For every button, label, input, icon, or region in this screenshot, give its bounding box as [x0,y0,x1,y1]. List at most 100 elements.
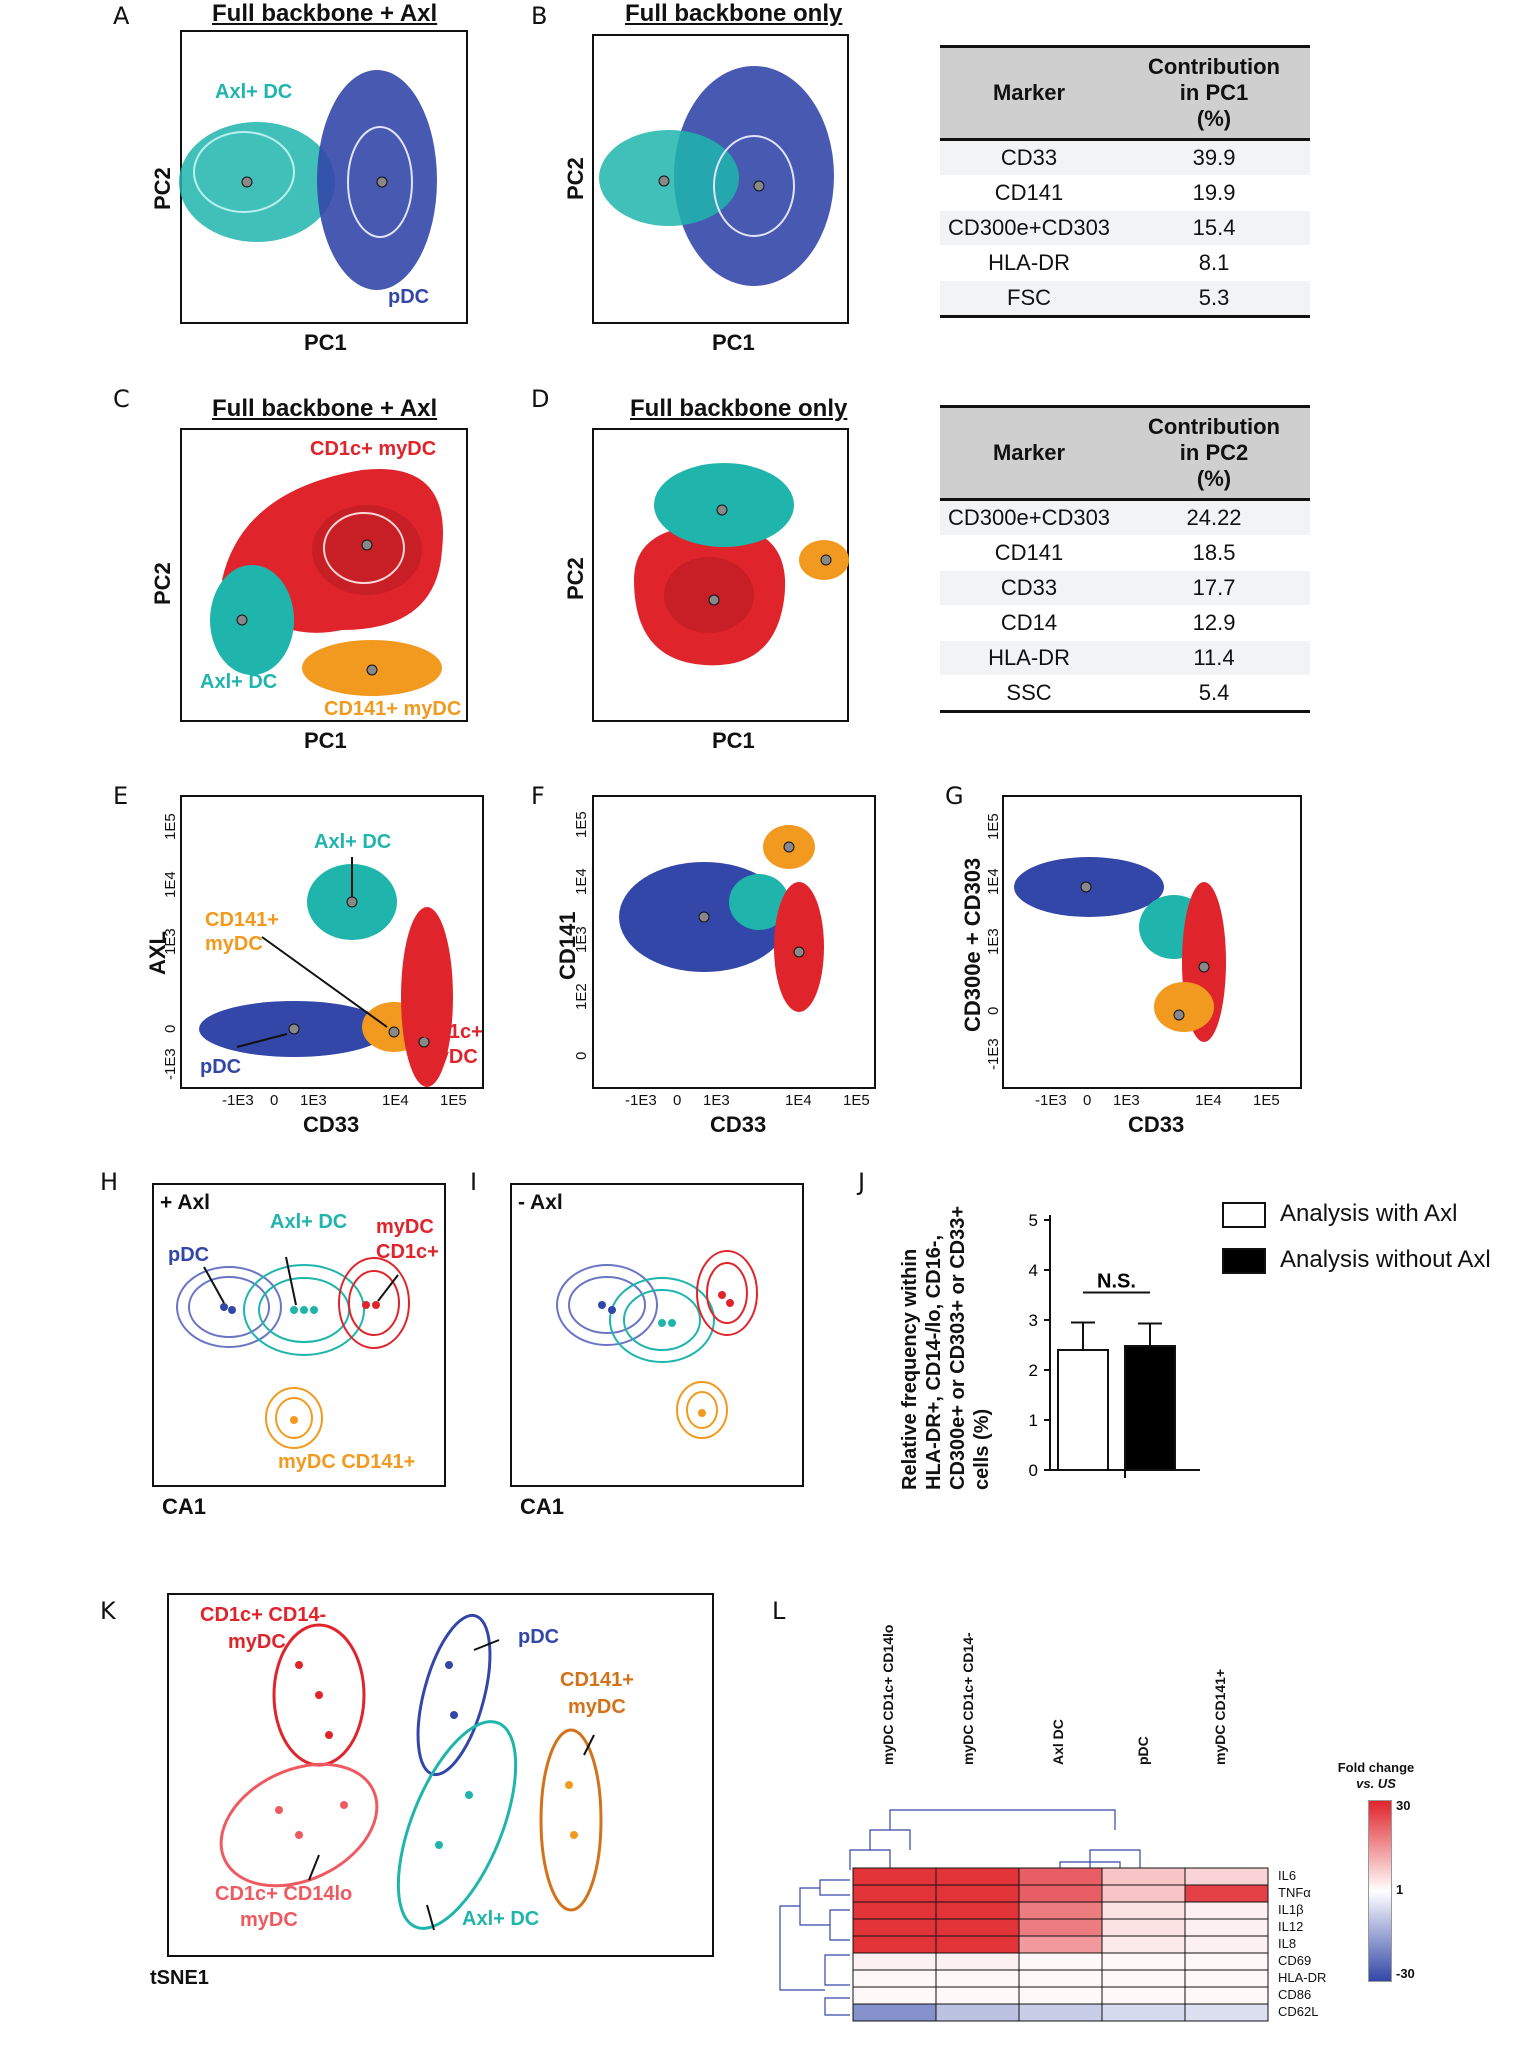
heatmap-cell [1101,2003,1186,2022]
heatmap-row-label: CD86 [1278,1987,1312,2002]
panel-c-xlabel: PC1 [304,728,347,753]
table-pc1: Marker Contribution in PC1 (%) CD33 39.9 CD1… [940,45,1310,318]
panel-i-plot [510,1183,804,1487]
table-pc1-row: CD141 19.9 [940,175,1310,211]
label-pdc: pDC [518,1626,560,1648]
legend-with-axl: Analysis with Axl [1222,1200,1457,1228]
panel-k-xlabel: tSNE1 [150,1967,209,1989]
panel-g-scatter [1014,857,1226,1042]
tick-y: -1E3 [162,1048,179,1080]
legend-swatch-black [1222,1247,1266,1274]
tick-x: -1E3 [222,1092,254,1109]
panel-f-scatter [619,825,824,1012]
heatmap-cell [935,1986,1020,2005]
panel-e-plot [180,795,484,1089]
ns-annotation: N.S. [1097,1271,1136,1293]
heatmap-cell [852,1986,937,2005]
panel-f-xlabel: CD33 [710,1112,767,1137]
label-cd141-2: myDC [568,1696,626,1718]
tick-x: -1E3 [625,1092,657,1109]
panel-c-scatter [210,469,443,696]
label-axl-dc: Axl+ DC [462,1908,540,1930]
heatmap-cell [935,1901,1020,1920]
heatmap-cell [852,2003,937,2022]
heatmap-cell [1101,1952,1186,1971]
heatmap-dendrogram [849,1809,1141,1870]
table-pc2-row: CD33 17.7 [940,570,1310,606]
label-cd14neg-2: myDC [228,1631,286,1653]
heatmap-cell [1018,1986,1103,2005]
heatmap-row-label: IL6 [1278,1868,1297,1883]
panel-d-xlabel: PC1 [712,728,755,753]
heatmap-cell [852,1884,937,1903]
panel-letter-j: J [858,1168,866,1196]
table-pc2-row: CD14 12.9 [940,605,1310,641]
colorbar-tick-30: 30 [1396,1798,1411,1813]
heatmap-cell [1101,1935,1186,1954]
contribution-cell: 5.3 [1118,280,1310,318]
heatmap-row-label: CD62L [1278,2004,1319,2019]
heatmap-cell [1101,1901,1186,1920]
marker-cell: FSC [940,280,1119,318]
heatmap-column-label: myDC CD1c+ CD14lo [880,1624,896,1765]
heatmap-cell [1018,2003,1103,2022]
contribution-cell: 17.7 [1118,570,1310,606]
panel-letter-c: C [113,385,130,413]
label-axl-dc: Axl+ DC [215,81,293,103]
legend-without-axl: Analysis without Axl [1222,1246,1491,1274]
y-tick-label: 0 [1029,1461,1038,1480]
heatmap-cell [935,1935,1020,1954]
heatmap-cell [1184,1935,1269,1954]
marker-cell: HLA-DR [940,640,1119,676]
colorbar-tick-neg30: -30 [1396,1966,1415,1981]
heatmap-column-label: myDC CD1c+ CD14- [960,1632,976,1765]
bar [1057,1349,1109,1471]
label-cd141-mydc: CD141+ myDC [324,698,462,720]
label-cd141-mydc-2: myDC [205,933,263,955]
tick-x: 1E5 [1253,1092,1280,1109]
panel-d-ylabel: PC2 [563,557,588,600]
tick-x: 1E4 [1195,1092,1222,1109]
panel-letter-i: I [470,1168,478,1196]
panel-b-scatter [599,66,834,286]
label-axl-dc: Axl+ DC [314,831,392,853]
tick-y: -1E3 [985,1038,1002,1070]
panel-c-title: Full backbone + Axl [212,395,438,422]
tick-y: 1E4 [985,868,1002,895]
heatmap-cell [1184,1884,1269,1903]
table-pc2-row: CD141 18.5 [940,535,1310,571]
panel-b-xlabel: PC1 [712,330,755,355]
table-pc1-head-contrib: Contribution in PC1 (%) [1118,45,1310,141]
panel-h-contours [176,1256,410,1449]
heatmap-row-label: CD69 [1278,1953,1312,1968]
marker-cell: CD141 [940,535,1119,571]
panel-letter-h: H [100,1168,119,1196]
tick-y: 0 [985,1006,1002,1015]
table-pc1-row: CD33 39.9 [940,139,1310,176]
heatmap-cell [1018,1884,1103,1903]
marker-cell: CD33 [940,139,1119,176]
panel-b-plot [592,34,849,324]
panel-c-ylabel: PC2 [150,562,175,605]
heatmap-cell [852,1969,937,1988]
tick-x: 1E5 [440,1092,467,1109]
y-tick-label: 2 [1029,1361,1038,1380]
table-pc2-head-contrib: Contribution in PC2 (%) [1118,405,1310,501]
tick-x: -1E3 [1035,1092,1067,1109]
label-axl-dc: Axl+ DC [270,1211,348,1233]
marker-cell: CD300e+CD303 [940,210,1119,246]
tick-y: 1E5 [573,811,590,838]
heatmap-cell [1018,1969,1103,1988]
heatmap-cell [1184,1867,1269,1886]
tick-y: 1E3 [573,926,590,953]
marker-cell: CD14 [940,605,1119,641]
panel-j-ylabel: Relative frequency within HLA-DR+, CD14-… [899,1205,993,1490]
heatmap-cell [852,1867,937,1886]
heatmap-row-dendrogram [779,1879,850,2016]
tick-x: 1E4 [785,1092,812,1109]
panel-d-plot [592,428,849,722]
panel-h-xlabel: CA1 [162,1494,207,1519]
heatmap-cell [1184,1952,1269,1971]
table-pc2-head-marker: Marker [940,405,1119,501]
heatmap-row-label: IL1β [1278,1902,1304,1917]
